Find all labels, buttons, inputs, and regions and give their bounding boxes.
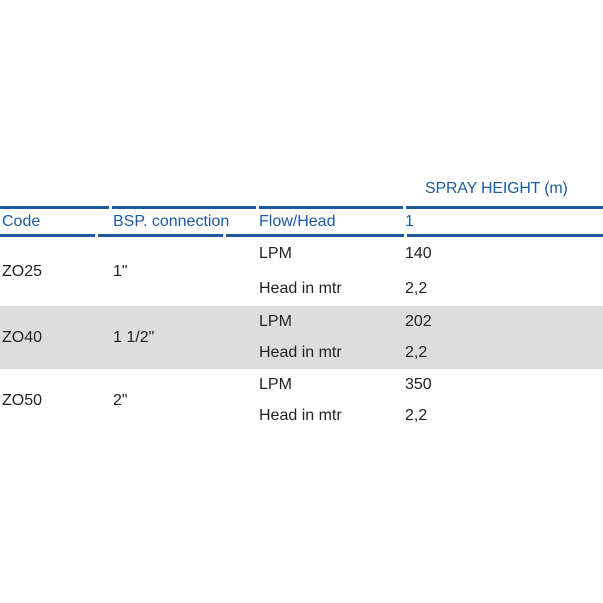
flow-head-label-cell: LPM Head in mtr <box>257 237 403 306</box>
code-cell: ZO40 <box>2 328 43 346</box>
bsp-connection-cell: 1 1/2" <box>113 328 155 346</box>
lpm-value: 350 <box>405 375 432 393</box>
header-bottom-rule-segment <box>98 234 223 237</box>
lpm-label: LPM <box>259 245 292 263</box>
head-in-mtr-value: 2,2 <box>405 344 428 362</box>
header-bottom-rule-segment <box>226 234 404 237</box>
column-header-code: Code <box>2 212 41 230</box>
table-row: ZO50 2" LPM Head in mtr 350 2,2 <box>0 369 603 432</box>
head-in-mtr-label: Head in mtr <box>259 344 342 362</box>
table-row: ZO25 1" LPM Head in mtr 140 2,2 <box>0 237 603 306</box>
table-header-row: Code BSP. connection Flow/Head 1 <box>0 209 603 234</box>
column-header-flow-head: Flow/Head <box>259 212 336 230</box>
header-top-rule-segment <box>406 206 603 209</box>
lpm-label: LPM <box>259 312 292 330</box>
head-in-mtr-label: Head in mtr <box>259 279 342 297</box>
head-in-mtr-value: 2,2 <box>405 407 428 425</box>
bsp-connection-cell: 2" <box>113 391 128 409</box>
table-row: ZO40 1 1/2" LPM Head in mtr 202 2,2 <box>0 306 603 369</box>
header-top-rule-segment <box>112 206 256 209</box>
lpm-label: LPM <box>259 375 292 393</box>
column-header-spray-height-1: 1 <box>405 212 414 230</box>
bsp-connection-cell: 1" <box>113 262 128 280</box>
head-in-mtr-value: 2,2 <box>405 279 428 297</box>
spray-height-value-cell: 140 2,2 <box>403 237 603 306</box>
spray-height-value-cell: 350 2,2 <box>403 369 603 432</box>
lpm-value: 140 <box>405 245 432 263</box>
flow-head-label-cell: LPM Head in mtr <box>257 369 403 432</box>
lpm-value: 202 <box>405 312 432 330</box>
spray-height-heading: SPRAY HEIGHT (m) <box>425 180 568 197</box>
header-top-rule-segment <box>259 206 403 209</box>
spray-height-value-cell: 202 2,2 <box>403 306 603 369</box>
header-bottom-rule-segment <box>0 234 95 237</box>
header-top-rule-segment <box>0 206 109 209</box>
code-cell: ZO25 <box>2 262 43 280</box>
head-in-mtr-label: Head in mtr <box>259 407 342 425</box>
flow-head-label-cell: LPM Head in mtr <box>257 306 403 369</box>
table-body: ZO25 1" LPM Head in mtr 140 2,2 ZO40 1 1… <box>0 237 603 432</box>
header-bottom-rule-segment <box>407 234 603 237</box>
code-cell: ZO50 <box>2 391 43 409</box>
column-header-bsp-connection: BSP. connection <box>113 212 230 230</box>
